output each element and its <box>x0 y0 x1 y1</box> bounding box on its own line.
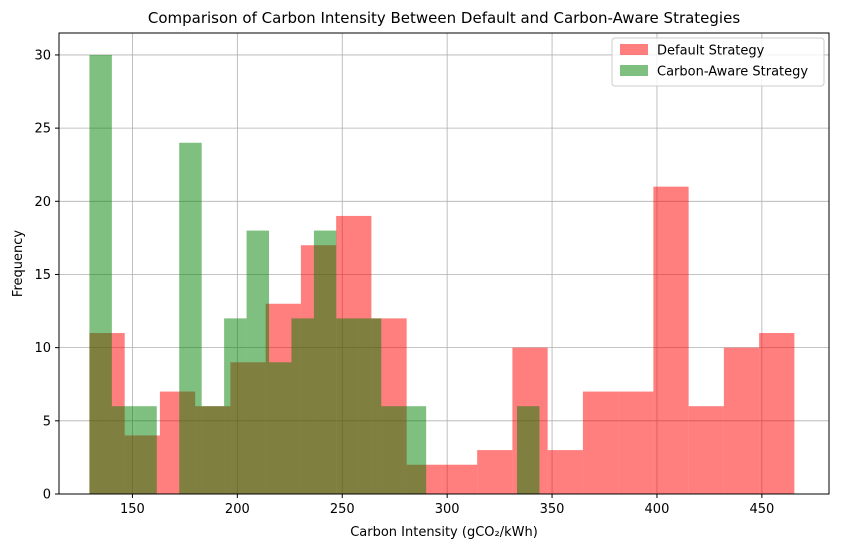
y-tick-label: 25 <box>34 122 51 137</box>
x-tick-label: 300 <box>435 502 460 517</box>
y-tick-label: 30 <box>34 48 51 63</box>
bar-carbon-aware-strategy <box>179 143 201 494</box>
bar-carbon-aware-strategy <box>89 55 111 494</box>
bar-default-strategy <box>759 333 794 494</box>
bar-carbon-aware-strategy <box>247 231 269 494</box>
bar-default-strategy <box>724 348 759 494</box>
bar-carbon-aware-strategy <box>314 231 336 494</box>
bar-carbon-aware-strategy <box>269 362 291 494</box>
bar-default-strategy <box>548 450 583 494</box>
x-tick-label: 400 <box>645 502 670 517</box>
x-tick-label: 150 <box>120 502 145 517</box>
y-tick-label: 10 <box>34 341 51 356</box>
bar-default-strategy <box>618 392 653 494</box>
x-axis-label: Carbon Intensity (gCO₂/kWh) <box>350 525 538 540</box>
bar-carbon-aware-strategy <box>404 406 426 494</box>
x-tick-label: 250 <box>330 502 355 517</box>
x-tick-label: 200 <box>225 502 250 517</box>
y-tick-label: 0 <box>43 488 51 503</box>
y-tick-label: 15 <box>34 268 51 283</box>
legend-swatch-default <box>620 44 648 55</box>
bar-default-strategy <box>583 392 618 494</box>
bar-carbon-aware-strategy <box>381 406 403 494</box>
legend-label-carbon-aware: Carbon-Aware Strategy <box>657 65 808 80</box>
y-tick-label: 5 <box>43 414 51 429</box>
bar-carbon-aware-strategy <box>224 318 246 494</box>
x-tick-label: 450 <box>749 502 774 517</box>
bar-carbon-aware-strategy <box>291 318 313 494</box>
bar-default-strategy <box>689 406 724 494</box>
bar-default-strategy <box>653 187 688 494</box>
bar-default-strategy <box>477 450 512 494</box>
bar-carbon-aware-strategy <box>336 318 358 494</box>
y-tick-label: 20 <box>34 195 51 210</box>
y-axis-label: Frequency <box>11 230 26 297</box>
bar-default-strategy <box>442 465 477 494</box>
legend-swatch-carbon-aware <box>620 65 648 76</box>
legend-label-default: Default Strategy <box>657 44 765 59</box>
bar-carbon-aware-strategy <box>359 318 381 494</box>
chart-title: Comparison of Carbon Intensity Between D… <box>148 9 740 27</box>
bar-carbon-aware-strategy <box>134 406 156 494</box>
bar-carbon-aware-strategy <box>202 406 224 494</box>
bar-carbon-aware-strategy <box>112 406 134 494</box>
bar-carbon-aware-strategy <box>517 406 539 494</box>
legend: Default Strategy Carbon-Aware Strategy <box>612 38 824 86</box>
x-tick-label: 350 <box>540 502 565 517</box>
